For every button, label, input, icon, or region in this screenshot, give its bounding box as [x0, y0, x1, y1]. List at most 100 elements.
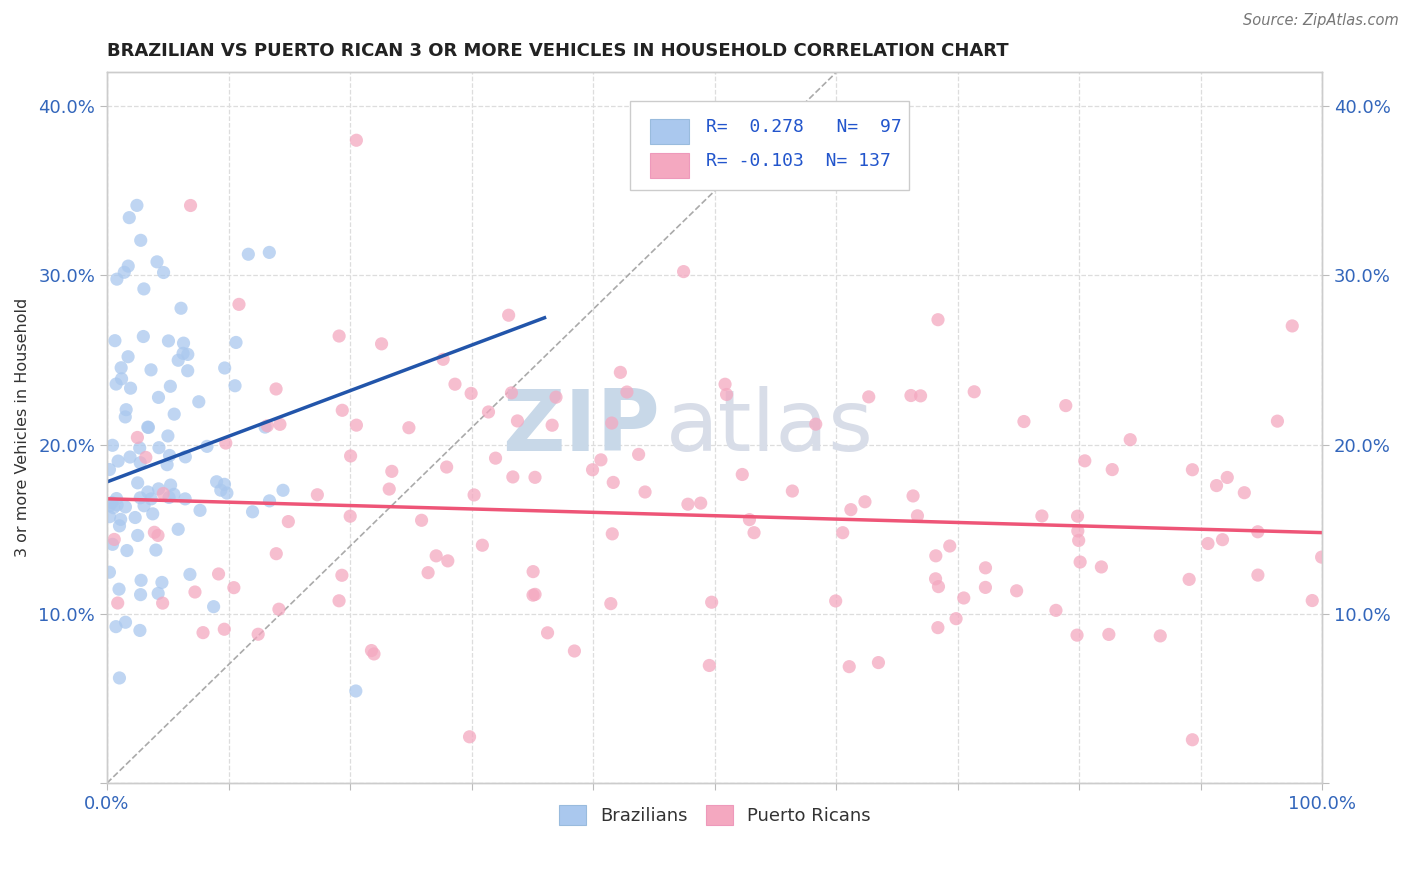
Point	[159, 449, 181, 463]
Point	[187, 394, 209, 409]
Point	[1005, 583, 1028, 598]
Point	[974, 581, 997, 595]
Point	[363, 647, 385, 661]
Point	[105, 272, 128, 286]
Point	[98, 565, 121, 579]
Point	[339, 449, 361, 463]
Point	[110, 372, 132, 386]
Point	[259, 245, 281, 260]
Point	[689, 496, 711, 510]
Point	[163, 407, 186, 421]
Point	[143, 525, 166, 540]
Point	[901, 489, 924, 503]
Point	[132, 282, 155, 296]
Point	[127, 475, 149, 490]
Point	[117, 259, 139, 273]
Point	[444, 377, 467, 392]
Point	[544, 390, 567, 404]
Point	[381, 464, 404, 478]
Point	[700, 595, 723, 609]
Point	[742, 525, 765, 540]
Point	[676, 497, 699, 511]
Point	[209, 483, 232, 498]
Point	[167, 522, 190, 536]
Point	[129, 624, 152, 638]
Point	[152, 596, 174, 610]
Point	[963, 384, 986, 399]
Point	[110, 360, 132, 375]
Point	[156, 429, 179, 443]
Point	[247, 627, 270, 641]
Point	[616, 384, 638, 399]
Text: R= -0.103  N= 137: R= -0.103 N= 137	[706, 153, 891, 170]
Point	[330, 403, 353, 417]
Point	[907, 508, 929, 523]
Point	[328, 329, 350, 343]
Point	[924, 572, 946, 586]
Point	[1119, 433, 1142, 447]
Point	[146, 255, 169, 269]
Point	[360, 643, 382, 657]
Point	[927, 621, 949, 635]
Point	[602, 475, 624, 490]
Point	[1211, 533, 1233, 547]
Point	[609, 365, 631, 379]
Point	[179, 567, 201, 582]
Point	[378, 482, 401, 496]
Point	[945, 612, 967, 626]
Point	[115, 543, 138, 558]
Point	[1074, 454, 1097, 468]
Point	[522, 588, 544, 602]
Point	[416, 566, 439, 580]
Point	[370, 336, 392, 351]
Point	[839, 502, 862, 516]
Point	[1069, 555, 1091, 569]
Point	[1101, 462, 1123, 476]
Point	[129, 574, 152, 588]
Point	[145, 543, 167, 558]
Point	[1066, 509, 1088, 524]
Point	[1205, 478, 1227, 492]
Point	[536, 625, 558, 640]
Point	[927, 312, 949, 326]
Point	[900, 388, 922, 402]
Point	[524, 470, 547, 484]
Point	[224, 378, 246, 392]
Point	[1045, 603, 1067, 617]
Point	[98, 462, 121, 476]
Point	[1181, 463, 1204, 477]
Point	[146, 586, 169, 600]
Point	[731, 467, 754, 482]
Point	[139, 363, 162, 377]
Point	[1066, 628, 1088, 642]
Point	[107, 596, 129, 610]
Point	[501, 385, 523, 400]
Point	[108, 582, 131, 597]
Point	[156, 458, 179, 472]
Point	[222, 581, 245, 595]
FancyBboxPatch shape	[630, 101, 910, 190]
Text: atlas: atlas	[666, 386, 875, 469]
Point	[214, 622, 236, 636]
Point	[432, 352, 454, 367]
Point	[184, 585, 207, 599]
Point	[110, 512, 132, 526]
Point	[1281, 318, 1303, 333]
Point	[125, 198, 148, 212]
Point	[103, 533, 125, 547]
Point	[215, 486, 238, 500]
Point	[98, 499, 121, 513]
Point	[148, 391, 170, 405]
Point	[714, 377, 737, 392]
Point	[202, 599, 225, 614]
Point	[1090, 560, 1112, 574]
Text: Source: ZipAtlas.com: Source: ZipAtlas.com	[1243, 13, 1399, 29]
Point	[188, 503, 211, 517]
Point	[1247, 568, 1270, 582]
Point	[135, 450, 157, 465]
Point	[108, 519, 131, 533]
Point	[104, 334, 127, 348]
Point	[339, 509, 361, 524]
Point	[672, 264, 695, 278]
Point	[129, 588, 152, 602]
